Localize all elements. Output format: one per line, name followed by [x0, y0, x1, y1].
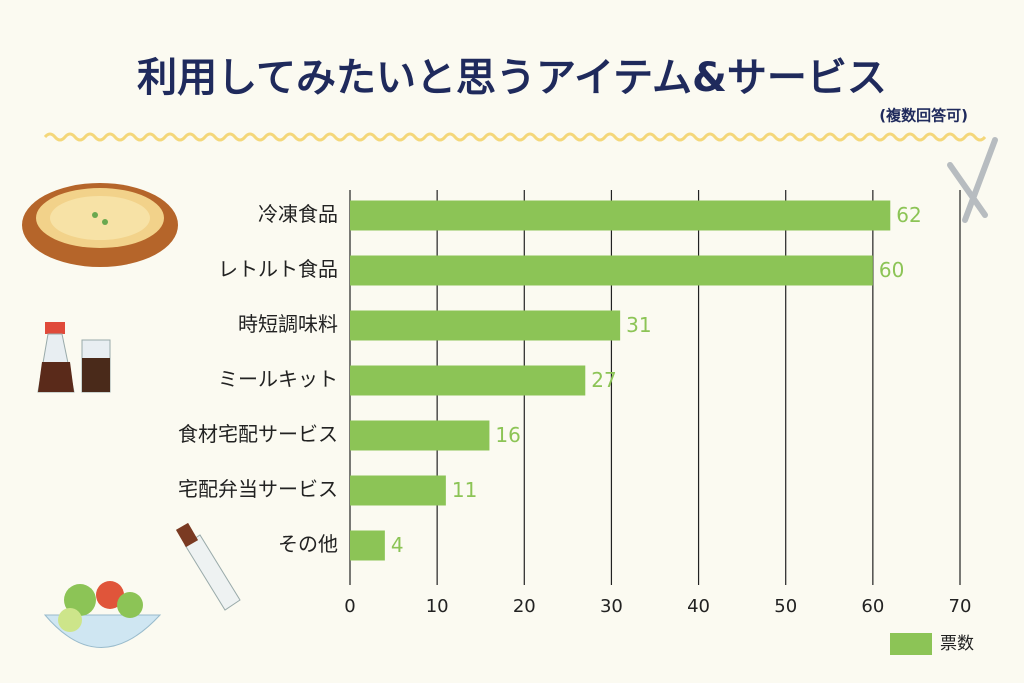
- y-tick-label: その他: [278, 532, 338, 556]
- chart-title: 利用してみたいと思うアイテム&サービス: [137, 55, 887, 101]
- value-label: 16: [495, 423, 520, 447]
- x-tick-label: 0: [344, 596, 355, 617]
- x-tick-label: 30: [600, 596, 623, 617]
- bar: [350, 420, 490, 451]
- y-tick-label: 時短調味料: [238, 312, 338, 336]
- decorative-wave: [43, 132, 987, 142]
- y-tick-label: レトルト食品: [218, 257, 338, 281]
- y-tick-label: 宅配弁当サービス: [178, 477, 338, 501]
- chart-subtitle: (複数回答可): [879, 107, 968, 125]
- gratin-illustration: [22, 183, 178, 267]
- value-label: 62: [896, 203, 921, 227]
- bar: [350, 530, 385, 561]
- value-label: 4: [391, 533, 404, 557]
- value-label: 11: [452, 478, 477, 502]
- x-tick-label: 20: [513, 596, 536, 617]
- y-tick-label: ミールキット: [218, 367, 338, 391]
- y-tick-label: 食材宅配サービス: [178, 422, 338, 446]
- value-label: 27: [591, 368, 616, 392]
- x-tick-label: 40: [687, 596, 710, 617]
- x-tick-label: 60: [861, 596, 884, 617]
- y-tick-label: 冷凍食品: [258, 202, 338, 226]
- salad-illustration: [43, 522, 241, 648]
- x-tick-label: 50: [774, 596, 797, 617]
- bottles-illustration: [37, 322, 111, 393]
- x-tick-label: 10: [426, 596, 449, 617]
- value-label: 31: [626, 313, 651, 337]
- value-label: 60: [879, 258, 904, 282]
- bar: [350, 200, 891, 231]
- bar: [350, 310, 621, 341]
- legend-label: 票数: [940, 634, 974, 654]
- bar: [350, 475, 446, 506]
- x-tick-label: 70: [949, 596, 972, 617]
- legend-swatch: [890, 633, 932, 655]
- cutlery-illustration: [947, 137, 998, 223]
- bar: [350, 365, 586, 396]
- bar: [350, 255, 873, 286]
